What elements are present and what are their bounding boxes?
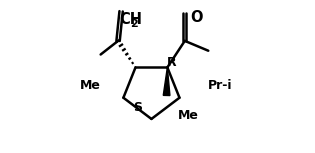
Text: Me: Me (178, 109, 199, 122)
Text: Me: Me (80, 79, 100, 92)
Text: S: S (133, 101, 142, 114)
Text: 2: 2 (130, 19, 138, 29)
Text: CH: CH (119, 12, 142, 27)
Text: R: R (167, 56, 177, 69)
Text: O: O (190, 10, 203, 25)
Text: Pr-i: Pr-i (208, 79, 233, 92)
Polygon shape (163, 67, 170, 95)
